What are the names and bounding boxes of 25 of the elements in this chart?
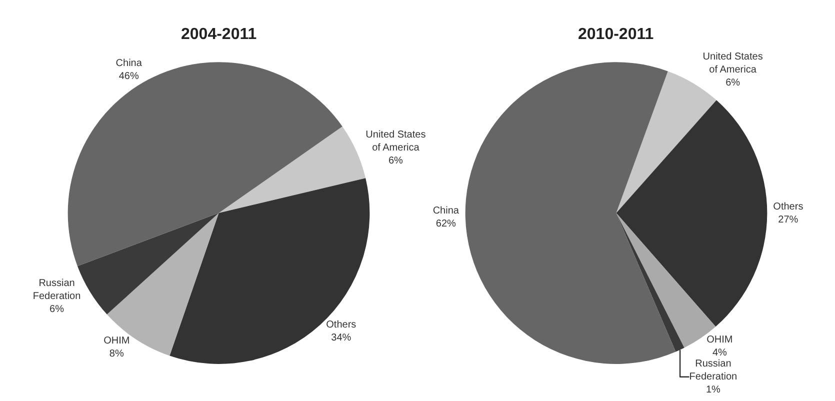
chart-title: 2010-2011 <box>578 26 654 43</box>
slice-label: OHIM <box>104 335 130 346</box>
slice-label: China <box>432 205 460 216</box>
data-label: 1% <box>706 384 721 396</box>
chart-title: 2004-2011 <box>181 26 257 43</box>
pie-slice <box>616 71 716 214</box>
data-label: 8% <box>109 348 124 360</box>
data-label: 62% <box>436 218 456 230</box>
data-label: 34% <box>331 332 352 344</box>
pie-slice <box>218 126 366 214</box>
data-label: 6% <box>726 77 740 88</box>
slice-label: United States of America <box>702 51 763 76</box>
data-label: 46% <box>118 71 139 82</box>
data-label: 4% <box>712 347 728 358</box>
slice-label: Others <box>773 202 804 213</box>
slice-label: United States of America <box>366 130 426 154</box>
slice-label: China <box>116 58 142 70</box>
slice-label: Russian Federation <box>32 278 81 302</box>
data-label: 27% <box>778 214 798 226</box>
pie-slice <box>465 62 676 364</box>
data-label: 6% <box>388 156 404 167</box>
data-label: 6% <box>50 304 64 316</box>
slice-label: Russian Federation <box>689 358 738 382</box>
slice-label: OHIM <box>706 334 733 346</box>
slice-label: Others <box>326 319 356 330</box>
